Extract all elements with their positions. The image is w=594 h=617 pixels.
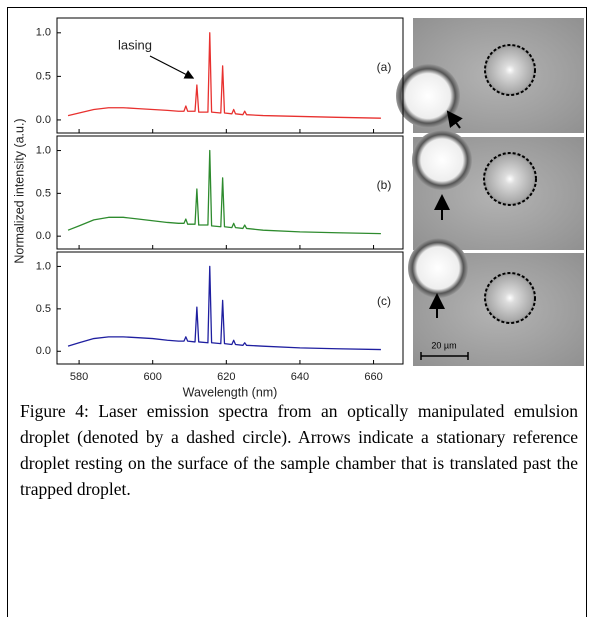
- y-tick-label: 0.0: [36, 114, 51, 126]
- annotation-arrow: [149, 55, 195, 79]
- y-axis-label: Normalized intensity (a.u.): [12, 118, 26, 263]
- x-tick-label: 600: [144, 371, 162, 383]
- y-tick-label: 0.5: [36, 187, 51, 199]
- plot-frame: [56, 135, 404, 250]
- y-tick-label: 1.0: [36, 144, 51, 156]
- micrograph-c: 20 µm: [408, 238, 584, 366]
- panel-label: (a): [377, 60, 392, 74]
- annotation: lasing: [118, 37, 152, 52]
- spectrum-line: [67, 265, 381, 351]
- panel-label: (c): [377, 294, 391, 308]
- y-tick-label: 0.0: [36, 345, 51, 357]
- x-tick-label: 620: [217, 371, 235, 383]
- y-tick-label: 0.0: [36, 230, 51, 242]
- plot-frame: [56, 251, 404, 365]
- plot-frame: [56, 17, 404, 134]
- x-tick-label: 660: [364, 371, 382, 383]
- micrograph-b: [412, 130, 584, 250]
- y-tick-label: 1.0: [36, 260, 51, 272]
- y-tick-label: 1.0: [36, 27, 51, 39]
- y-tick-label: 0.5: [36, 70, 51, 82]
- scale-bar-label: 20 µm: [431, 340, 456, 350]
- x-tick-label: 640: [291, 371, 309, 383]
- spectrum-line: [67, 32, 381, 119]
- x-tick-label: 580: [70, 371, 88, 383]
- panel-label: (b): [377, 178, 392, 192]
- x-axis-label: Wavelength (nm): [183, 385, 278, 399]
- caption: Figure 4: Laser emission spectra from an…: [20, 401, 578, 499]
- figure: 20 µm 0.0 0.5 1.0 (a) lasing 0.0 0.5 1.0 (b) Norm…: [12, 17, 584, 399]
- figure-frame: [7, 7, 587, 617]
- y-tick-label: 0.5: [36, 303, 51, 315]
- spectrum-line: [67, 149, 381, 235]
- micrograph-a: [396, 18, 584, 133]
